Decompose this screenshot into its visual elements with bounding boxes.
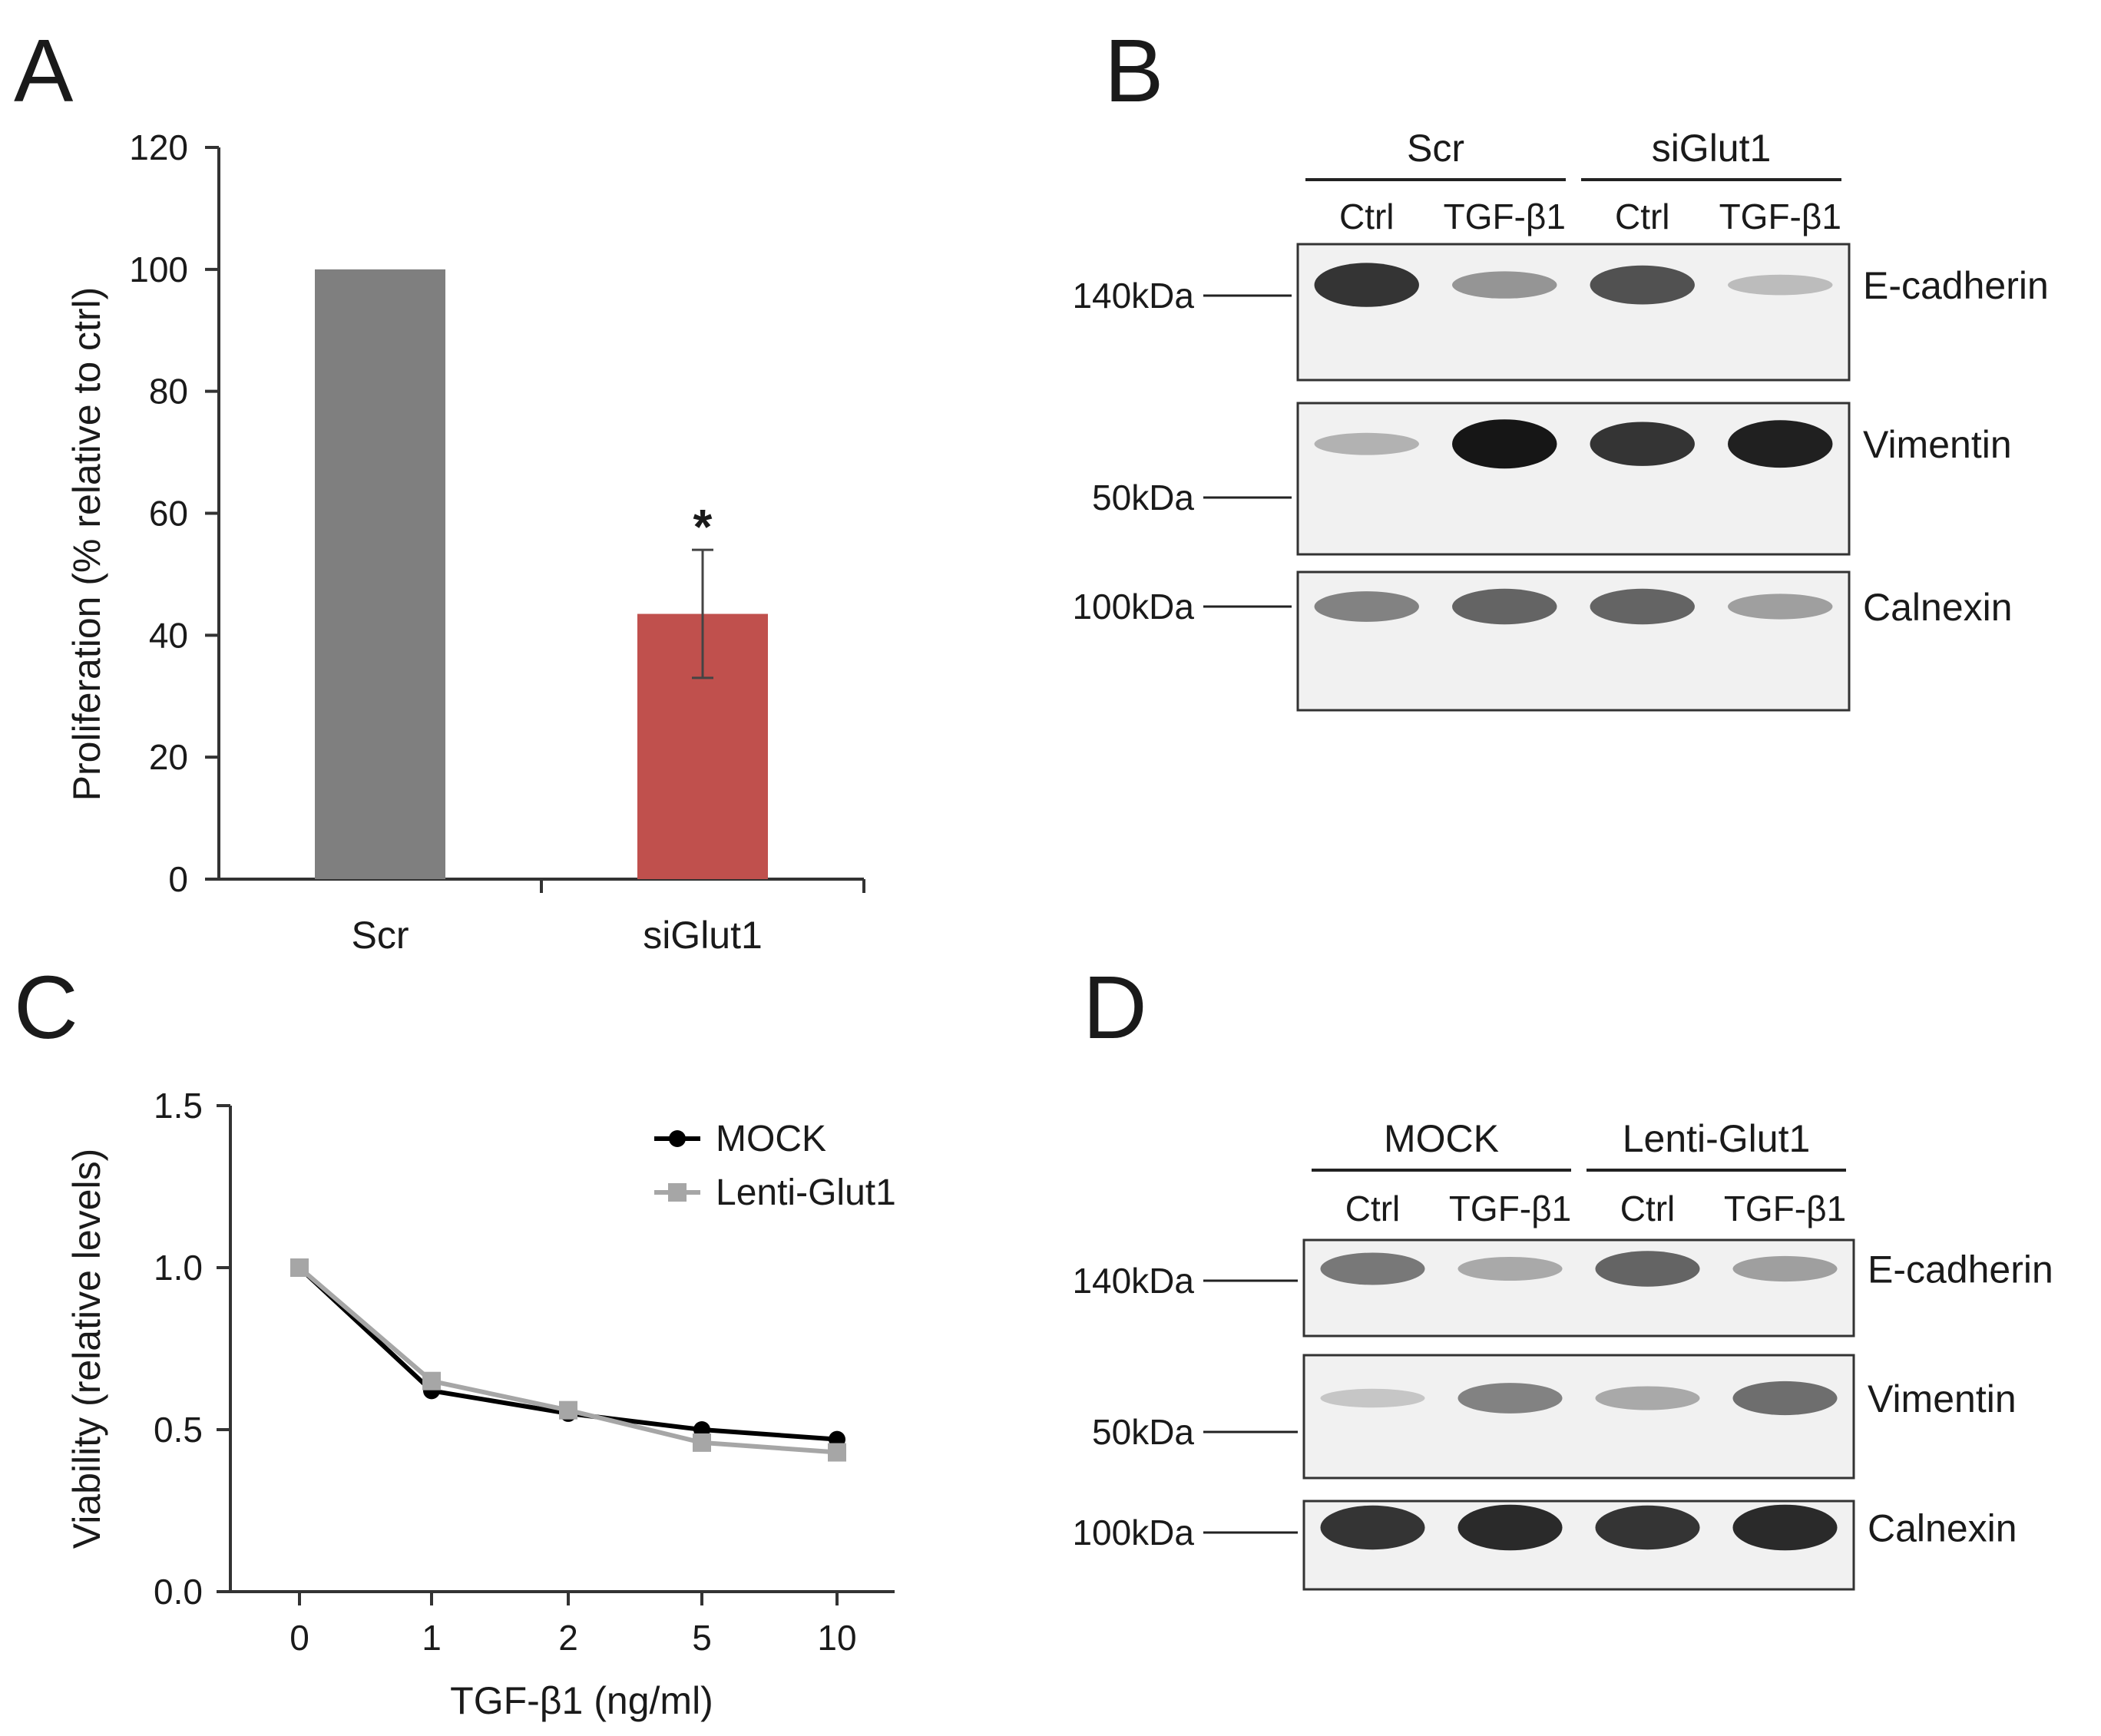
protein-band — [1728, 420, 1833, 468]
lane-label: Ctrl — [1339, 197, 1395, 236]
protein-band — [1320, 1252, 1425, 1285]
marker-label: 50kDa — [1092, 1412, 1194, 1452]
y-tick-label: 60 — [149, 494, 188, 534]
panel-label-a: A — [14, 21, 74, 121]
protein-band — [1728, 274, 1833, 296]
legend-marker — [668, 1183, 687, 1202]
y-tick-label: 20 — [149, 737, 188, 777]
lane-label: TGF-β1 — [1719, 197, 1841, 236]
protein-band — [1457, 1383, 1563, 1414]
protein-band — [1590, 588, 1695, 625]
x-tick-label: siGlut1 — [643, 914, 763, 957]
legend-marker — [669, 1130, 686, 1147]
protein-band — [1590, 265, 1695, 305]
group-label: MOCK — [1384, 1117, 1499, 1160]
data-point — [422, 1371, 441, 1390]
protein-band — [1314, 432, 1419, 455]
blot-membrane — [1302, 1354, 1855, 1480]
blot-membrane — [1296, 243, 1851, 382]
group-label: siGlut1 — [1652, 127, 1772, 170]
protein-band — [1595, 1251, 1700, 1287]
protein-band — [1320, 1505, 1425, 1550]
lane-label: TGF-β1 — [1449, 1189, 1571, 1228]
y-axis-title: Proliferation (% relative to ctrl) — [65, 287, 108, 802]
proliferation-bar-chart: 0 20 40 60 80 100 120 Proliferation (% relative… — [65, 127, 865, 957]
panel-label-d: D — [1083, 957, 1147, 1057]
protein-label: Calnexin — [1868, 1507, 2017, 1550]
marker-label: 50kDa — [1092, 478, 1194, 517]
series-line-Lenti-Glut1 — [298, 1265, 838, 1455]
data-point — [290, 1258, 309, 1277]
y-tick-label: 40 — [149, 615, 188, 655]
protein-band — [1320, 1388, 1425, 1408]
protein-band — [1590, 422, 1695, 466]
protein-band — [1452, 271, 1557, 299]
x-tick-label: Scr — [352, 914, 409, 957]
protein-band — [1728, 594, 1833, 620]
x-axis-title: TGF-β1 (ng/ml) — [450, 1679, 713, 1722]
protein-band — [1732, 1381, 1838, 1416]
protein-label: E-cadherin — [1863, 264, 2049, 307]
blot-membrane — [1296, 402, 1851, 556]
marker-label: 140kDa — [1072, 1261, 1194, 1301]
protein-band — [1314, 591, 1419, 622]
protein-band — [1595, 1505, 1700, 1550]
y-tick-label: 80 — [149, 372, 188, 412]
y-tick-label: 100 — [129, 250, 188, 289]
marker-label: 100kDa — [1072, 1513, 1194, 1552]
x-tick-label: 10 — [817, 1618, 856, 1658]
marker-label: 140kDa — [1072, 276, 1194, 316]
significance-marker: * — [693, 499, 713, 554]
protein-label: E-cadherin — [1868, 1248, 2053, 1291]
x-tick-label: 2 — [558, 1618, 578, 1658]
protein-band — [1452, 588, 1557, 625]
legend-label: MOCK — [716, 1119, 826, 1159]
data-point — [559, 1400, 577, 1420]
y-axis-title: Viability (relative levels) — [65, 1149, 108, 1549]
group-label: Lenti-Glut1 — [1623, 1117, 1811, 1160]
y-tick-label: 120 — [129, 127, 188, 167]
group-label: Scr — [1407, 127, 1464, 170]
x-tick-label: 0 — [290, 1618, 309, 1658]
lane-label: Ctrl — [1345, 1189, 1401, 1228]
viability-line-chart: 0.0 0.5 1.0 1.5 0 1 2 5 10 Viability (relative le… — [65, 1086, 896, 1722]
protein-label: Calnexin — [1863, 586, 2013, 629]
marker-label: 100kDa — [1072, 587, 1194, 627]
protein-band — [1732, 1504, 1838, 1551]
lane-label: TGF-β1 — [1444, 197, 1566, 236]
y-tick-label: 0.0 — [154, 1572, 203, 1612]
y-tick-label: 1.0 — [154, 1248, 203, 1288]
protein-band — [1314, 263, 1419, 307]
protein-band — [1732, 1255, 1838, 1282]
lane-label: Ctrl — [1615, 197, 1670, 236]
panel-label-b: B — [1104, 21, 1163, 121]
protein-label: Vimentin — [1868, 1377, 2017, 1420]
western-blot-b: Scr siGlut1 Ctrl TGF-β1 Ctrl TGF-β1 E-cadherin… — [1072, 127, 2049, 712]
data-point — [828, 1443, 846, 1462]
protein-band — [1457, 1504, 1563, 1551]
bar-Scr — [315, 269, 445, 879]
data-point — [693, 1433, 711, 1452]
legend-label: Lenti-Glut1 — [716, 1172, 896, 1213]
protein-label: Vimentin — [1863, 423, 2012, 466]
y-tick-label: 0 — [168, 859, 188, 899]
x-tick-label: 5 — [692, 1618, 712, 1658]
protein-band — [1595, 1386, 1700, 1410]
lane-label: Ctrl — [1620, 1189, 1676, 1228]
protein-band — [1457, 1257, 1563, 1281]
western-blot-d: MOCK Lenti-Glut1 Ctrl TGF-β1 Ctrl TGF-β1 E-cad… — [1072, 1117, 2053, 1591]
lane-label: TGF-β1 — [1724, 1189, 1846, 1228]
y-tick-label: 1.5 — [154, 1086, 203, 1126]
y-tick-label: 0.5 — [154, 1410, 203, 1450]
protein-band — [1452, 419, 1557, 469]
panel-label-c: C — [14, 957, 78, 1057]
x-tick-label: 1 — [422, 1618, 442, 1658]
